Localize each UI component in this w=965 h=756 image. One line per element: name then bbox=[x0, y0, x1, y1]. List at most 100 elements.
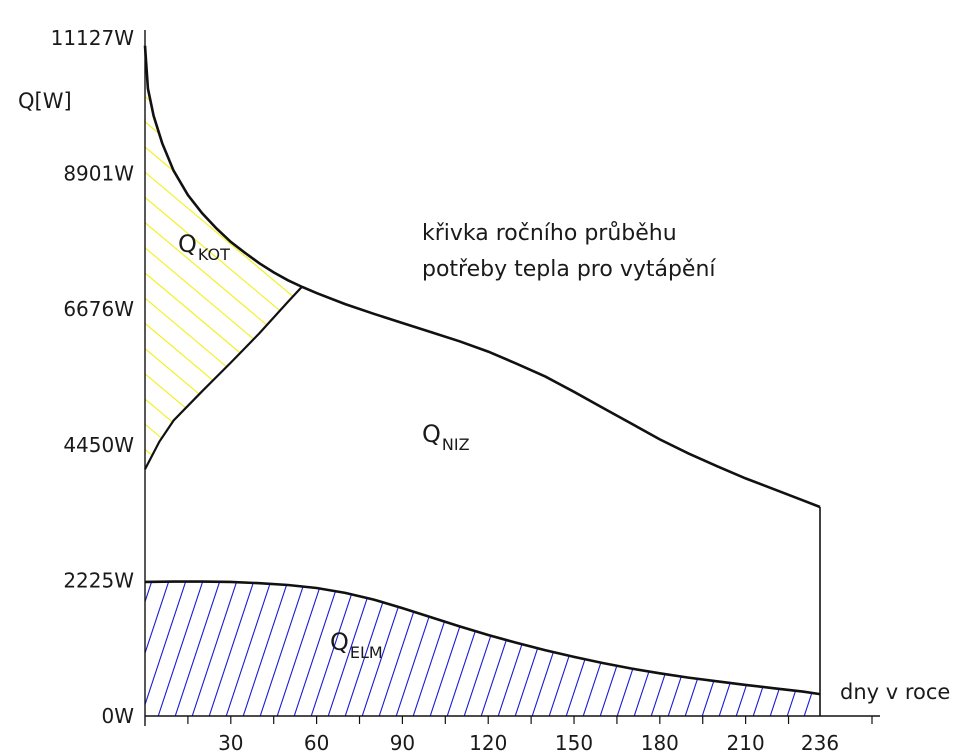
kot-hatch-line bbox=[0, 0, 60, 756]
y-tick-label: 4450W bbox=[63, 433, 134, 457]
elm-hatch-line bbox=[145, 581, 294, 716]
x-tick-label: 30 bbox=[218, 731, 243, 755]
elm-hatch-line bbox=[280, 581, 532, 716]
kot-hatch-line bbox=[450, 0, 965, 756]
demand-curve bbox=[143, 45, 821, 509]
x-tick-label: 90 bbox=[390, 731, 415, 755]
elm-hatch-line bbox=[145, 581, 311, 716]
kot-hatch-line bbox=[145, 45, 303, 470]
elm-hatch-line bbox=[450, 581, 702, 716]
elm-hatch-line bbox=[637, 581, 820, 716]
annotation-line-1: křivka ročního průběhu bbox=[422, 221, 677, 246]
elm-hatch-line bbox=[0, 0, 38, 756]
elm-hatch-line bbox=[722, 581, 820, 716]
kot-hatch-line bbox=[145, 45, 303, 470]
kot-boundary-line bbox=[144, 285, 304, 470]
elm-hatch-line bbox=[0, 0, 106, 756]
curves bbox=[143, 45, 821, 716]
kot-hatch-line bbox=[870, 0, 965, 756]
kot-hatch-line bbox=[145, 45, 303, 470]
elm-hatch-line bbox=[178, 581, 430, 716]
elm-hatch-line bbox=[893, 0, 965, 756]
kot-hatch-line bbox=[900, 0, 965, 756]
elm-hatch-line bbox=[586, 581, 820, 716]
elm-hatch-line bbox=[0, 0, 140, 756]
elm-hatch-line bbox=[773, 581, 820, 716]
kot-hatch-line bbox=[179, 45, 303, 470]
elm-hatch-line bbox=[145, 581, 396, 716]
y-tick-label: 11127W bbox=[51, 26, 135, 50]
y-tick-label: 6676W bbox=[63, 297, 134, 321]
elm-hatch-line bbox=[145, 581, 175, 716]
elm-hatch-line bbox=[790, 581, 820, 716]
elm-hatch-line bbox=[0, 0, 123, 756]
kot-hatch-line bbox=[540, 0, 965, 756]
elm-hatch-line bbox=[0, 0, 89, 756]
kot-hatch-line bbox=[390, 0, 965, 756]
kot-hatch-line bbox=[600, 0, 965, 756]
elm-hatch-line bbox=[145, 581, 158, 716]
elm-hatch-line bbox=[688, 581, 820, 716]
x-tick-label: 60 bbox=[304, 731, 329, 755]
elm-hatch-line bbox=[145, 581, 192, 716]
kot-hatch-line bbox=[750, 0, 965, 756]
elm-hatch-line bbox=[501, 581, 753, 716]
elm-hatch-line bbox=[229, 581, 481, 716]
elm-hatch-line bbox=[825, 0, 965, 756]
x-tick-label: 236 bbox=[801, 731, 839, 755]
annotation-line-2: potřeby tepla pro vytápění bbox=[422, 257, 716, 282]
kot-hatch-line bbox=[420, 0, 965, 756]
elm-hatch-line bbox=[552, 581, 804, 716]
kot-hatch-line bbox=[145, 45, 303, 470]
kot-hatch-line bbox=[209, 45, 303, 470]
elm-hatch-line bbox=[961, 0, 965, 756]
kot-hatch-line bbox=[930, 0, 965, 756]
elm-hatch-line bbox=[603, 581, 820, 716]
elm-hatch-line bbox=[842, 0, 965, 756]
kot-hatch-line bbox=[360, 0, 965, 756]
x-tick-label: 150 bbox=[555, 731, 593, 755]
elm-hatch-line bbox=[145, 581, 260, 716]
kot-hatch-line bbox=[299, 45, 303, 470]
elm-hatch-line bbox=[910, 0, 965, 756]
elm-hatch-line bbox=[0, 0, 21, 756]
elm-hatch-line bbox=[0, 0, 55, 756]
area-label-sub: NIZ bbox=[442, 435, 470, 454]
kot-hatch-line bbox=[570, 0, 965, 756]
kot-hatch-line bbox=[660, 0, 965, 756]
elm-hatch-line bbox=[807, 581, 820, 716]
elm-boundary-curve bbox=[144, 580, 821, 696]
elm-hatch-line bbox=[263, 581, 515, 716]
elm-hatch-line bbox=[433, 581, 685, 716]
labels: Q[W] dny v roce křivka ročního průběhu p… bbox=[18, 26, 950, 755]
elm-hatch-line bbox=[705, 581, 820, 716]
kot-hatch-line bbox=[0, 0, 120, 756]
elm-hatch-line bbox=[145, 581, 345, 716]
elm-hatch-line bbox=[246, 581, 498, 716]
elm-hatch-line bbox=[467, 581, 719, 716]
elm-hatch-line bbox=[859, 0, 965, 756]
area-label-sub: KOT bbox=[198, 245, 230, 264]
kot-hatch-line bbox=[145, 45, 151, 470]
elm-hatch-line bbox=[145, 581, 243, 716]
kot-hatch-line bbox=[145, 45, 211, 470]
kot-hatch-line bbox=[690, 0, 965, 756]
elm-hatch-line bbox=[944, 0, 965, 756]
kot-hatch-line bbox=[145, 45, 303, 470]
elm-hatch-line bbox=[145, 581, 379, 716]
elm-hatch-line bbox=[195, 581, 447, 716]
kot-hatch-line bbox=[145, 45, 303, 470]
x-tick-label: 180 bbox=[641, 731, 679, 755]
kot-hatch-line bbox=[145, 45, 303, 470]
elm-hatch-line bbox=[365, 581, 617, 716]
kot-hatch-line bbox=[145, 45, 303, 470]
kot-hatch-line bbox=[145, 45, 303, 470]
elm-hatch-line bbox=[0, 0, 4, 756]
elm-hatch-line bbox=[145, 581, 362, 716]
elm-hatch-line bbox=[739, 581, 820, 716]
elm-hatch-line bbox=[331, 581, 583, 716]
elm-hatch-line bbox=[416, 581, 668, 716]
kot-hatch-line bbox=[630, 0, 965, 756]
elm-hatch-line bbox=[654, 581, 820, 716]
